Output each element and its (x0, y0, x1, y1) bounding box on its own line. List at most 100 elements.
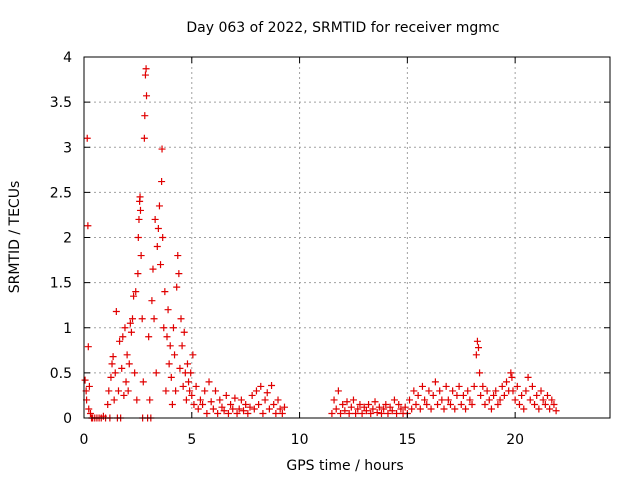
data-point (438, 396, 446, 404)
data-point (393, 409, 401, 417)
data-point (199, 400, 207, 408)
data-point (252, 387, 260, 395)
data-point (367, 409, 375, 417)
data-point (169, 324, 177, 332)
data-point (537, 387, 545, 395)
data-point (494, 400, 502, 408)
x-tick-label: 20 (506, 432, 524, 448)
data-point (104, 400, 112, 408)
data-point (155, 202, 163, 210)
data-point (477, 391, 485, 399)
data-point (418, 382, 426, 390)
data-point (490, 391, 498, 399)
y-tick-label: 2.5 (50, 185, 72, 201)
x-axis-label: GPS time / hours (286, 458, 403, 474)
data-point (246, 403, 254, 411)
data-point (116, 337, 124, 345)
data-point (412, 400, 420, 408)
data-point (214, 409, 222, 417)
data-point (173, 283, 181, 291)
data-point (141, 112, 149, 120)
data-point (503, 378, 511, 386)
data-point (134, 270, 142, 278)
data-point (175, 270, 183, 278)
data-point (268, 382, 276, 390)
data-point (487, 405, 495, 413)
data-point (464, 387, 472, 395)
data-point (459, 391, 467, 399)
data-point (220, 407, 228, 415)
data-point (132, 288, 140, 296)
data-point (276, 405, 284, 413)
data-point (369, 405, 377, 413)
data-point (85, 405, 93, 413)
data-point (136, 193, 144, 201)
data-point (476, 369, 484, 377)
data-point (334, 387, 342, 395)
data-point (332, 405, 340, 413)
data-point (522, 387, 530, 395)
data-point (358, 409, 366, 417)
data-point (178, 342, 186, 350)
data-point (188, 391, 196, 399)
data-point (421, 396, 429, 404)
data-point (533, 391, 541, 399)
data-point (125, 360, 133, 368)
data-point (406, 396, 414, 404)
data-point (509, 387, 517, 395)
data-point (138, 315, 146, 323)
data-point (481, 400, 489, 408)
data-point (473, 337, 481, 345)
data-point (158, 178, 166, 186)
data-point (224, 409, 232, 417)
data-point (528, 382, 536, 390)
data-point (172, 387, 180, 395)
y-tick-label: 4 (63, 50, 72, 66)
data-point (343, 398, 351, 406)
data-point (179, 382, 187, 390)
data-point (242, 400, 250, 408)
data-point (168, 400, 176, 408)
data-point (360, 403, 368, 411)
data-point (203, 409, 211, 417)
data-point (244, 409, 252, 417)
data-point (107, 373, 115, 381)
data-point (377, 409, 385, 417)
data-point (457, 400, 465, 408)
data-point (250, 405, 258, 413)
data-point (410, 387, 418, 395)
data-point (472, 351, 480, 359)
y-tick-label: 0 (63, 411, 72, 427)
data-point (145, 333, 153, 341)
data-point (341, 407, 349, 415)
data-point (356, 400, 364, 408)
data-point (446, 400, 454, 408)
data-point (507, 369, 515, 377)
data-point (352, 409, 360, 417)
data-point (165, 360, 173, 368)
data-point (119, 333, 127, 341)
data-point (328, 409, 336, 417)
data-point (455, 382, 463, 390)
data-point (274, 396, 282, 404)
data-point (121, 324, 129, 332)
data-point (146, 396, 154, 404)
data-point (531, 400, 539, 408)
data-point (395, 400, 403, 408)
data-point (123, 351, 131, 359)
data-point (541, 400, 549, 408)
data-point (159, 234, 167, 241)
data-point (427, 405, 435, 413)
data-point (130, 292, 138, 300)
data-point (129, 315, 137, 323)
data-point (362, 407, 370, 415)
data-point (166, 342, 174, 350)
data-point (207, 398, 215, 406)
data-point (255, 400, 263, 408)
data-point (233, 409, 241, 417)
data-point (345, 409, 353, 417)
data-point (111, 369, 119, 377)
data-point (429, 391, 437, 399)
data-point (177, 315, 185, 323)
data-point (149, 265, 157, 273)
